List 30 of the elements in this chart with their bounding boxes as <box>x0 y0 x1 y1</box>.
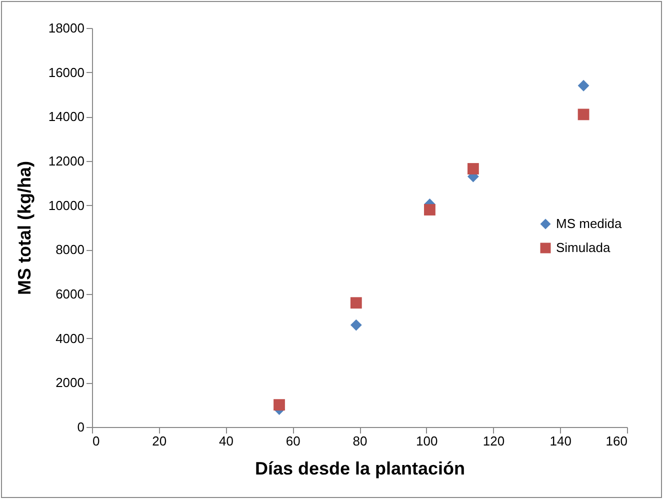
x-axis-title: Días desde la plantación <box>254 458 466 478</box>
y-tick-label: 0 <box>77 420 84 434</box>
y-tick-label: 2000 <box>56 375 84 390</box>
y-tick-label: 6000 <box>56 286 84 302</box>
x-tick-label: 140 <box>550 434 572 448</box>
legend-label: Simulada <box>556 240 611 255</box>
x-tick-label: 20 <box>152 434 167 448</box>
x-tick-label: 120 <box>482 434 505 448</box>
point <box>350 319 362 331</box>
legend-label: MS medida <box>556 216 623 231</box>
x-tick-label: 40 <box>219 434 234 448</box>
point <box>274 399 285 411</box>
x-tick-label: 60 <box>286 434 300 448</box>
point <box>350 297 362 309</box>
y-tick-label: 14000 <box>48 109 84 124</box>
y-axis-title: MS total (kg/ha) <box>14 160 34 295</box>
y-tick-label: 4000 <box>56 330 84 346</box>
x-tick-label: 100 <box>416 434 438 448</box>
x-tick-label: 80 <box>352 434 368 448</box>
x-tick-label: 160 <box>606 434 628 448</box>
y-tick-label: 10000 <box>48 198 84 213</box>
point <box>467 163 479 174</box>
x-tick-label: 0 <box>92 434 100 448</box>
y-tick-label: 12000 <box>48 154 84 168</box>
y-tick-label: 8000 <box>56 242 84 258</box>
y-tick-label: 18000 <box>48 20 84 36</box>
point <box>424 204 436 216</box>
point <box>578 80 590 92</box>
y-tick-label: 16000 <box>48 64 84 80</box>
point <box>578 108 590 120</box>
